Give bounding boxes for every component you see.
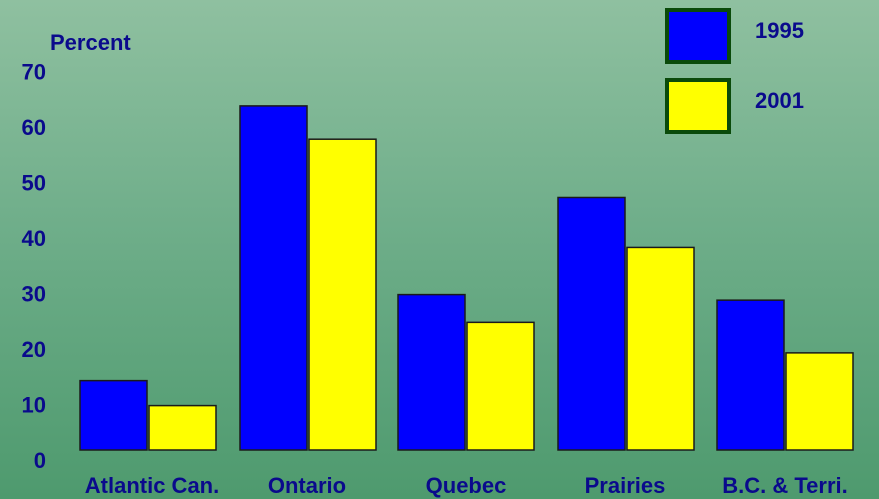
bar-2001-2 [308, 138, 377, 451]
bar-1995-4 [557, 196, 626, 451]
legend-swatch-1995 [665, 8, 731, 64]
bar-2001-5 [785, 352, 854, 451]
bar-1995-3 [397, 293, 466, 451]
legend-label-2001: 2001 [755, 88, 804, 113]
bar-2001-4 [626, 246, 695, 451]
x-category-label: Quebec [426, 473, 507, 498]
legend: 1995 2001 [665, 8, 804, 134]
y-tick-label: 50 [22, 171, 46, 196]
legend-label-1995: 1995 [755, 18, 804, 43]
y-axis-label: Percent [50, 30, 131, 55]
y-tick-label: 10 [22, 393, 46, 418]
y-tick-label: 60 [22, 115, 46, 140]
y-axis-ticks: 0 10 20 30 40 50 60 70 [22, 60, 46, 474]
bar-1995-5 [716, 299, 785, 451]
y-tick-label: 40 [22, 226, 46, 251]
x-category-label: Ontario [268, 473, 346, 498]
bar-2001-1 [148, 404, 217, 451]
x-category-label: Prairies [585, 473, 666, 498]
x-axis-categories: Atlantic Can. Ontario Quebec Prairies B.C. &… [85, 473, 848, 498]
y-tick-label: 30 [22, 282, 46, 307]
y-tick-label: 70 [22, 60, 46, 85]
bar-1995-2 [239, 105, 308, 451]
bar-1995-1 [79, 379, 148, 451]
legend-swatch-2001 [665, 78, 731, 134]
x-category-label: Atlantic Can. [85, 473, 219, 498]
bar-2001-3 [466, 321, 535, 451]
y-tick-label: 0 [34, 448, 46, 473]
bars [79, 105, 854, 451]
x-category-label: B.C. & Terri. [722, 473, 848, 498]
y-tick-label: 20 [22, 337, 46, 362]
